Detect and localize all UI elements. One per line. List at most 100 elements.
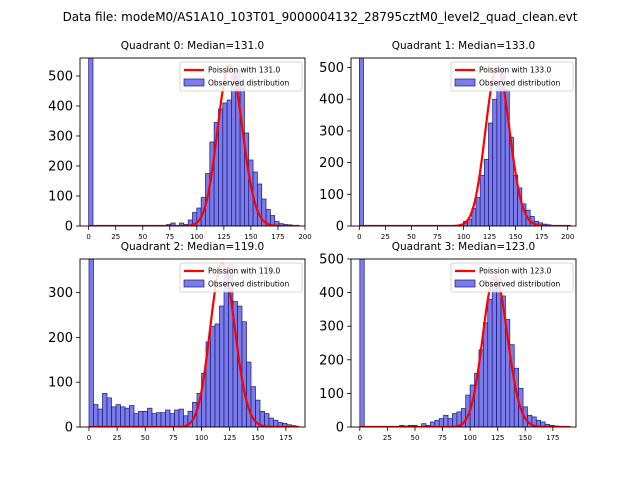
legend-observed-swatch xyxy=(454,78,476,87)
y-tick-label: 300 xyxy=(48,130,73,145)
x-tick-label: 100 xyxy=(195,434,208,442)
histogram-bar xyxy=(491,278,497,427)
x-tick-label: 75 xyxy=(169,434,178,442)
x-tick-label: 150 xyxy=(519,434,532,442)
legend-poisson-label: Poission with 133.0 xyxy=(479,66,552,75)
y-tick-label: 300 xyxy=(319,124,344,139)
y-tick-label: 500 xyxy=(319,253,344,268)
panel-title: Quadrant 1: Median=133.0 xyxy=(392,40,535,52)
histogram-bar xyxy=(492,98,498,226)
y-tick-label: 400 xyxy=(319,93,344,108)
y-tick-label: 100 xyxy=(48,190,73,205)
histogram-bar xyxy=(483,322,489,427)
poisson-curve xyxy=(89,262,300,427)
x-tick-label: 100 xyxy=(457,233,470,241)
y-tick-label: 500 xyxy=(48,70,73,85)
histogram-bar xyxy=(88,259,94,427)
x-tick-label: 75 xyxy=(165,233,174,241)
legend-observed-label: Observed distribution xyxy=(208,79,289,88)
y-tick-label: 200 xyxy=(319,353,344,368)
poisson-curve xyxy=(359,66,571,226)
y-tick-label: 300 xyxy=(48,286,73,301)
y-tick-label: 400 xyxy=(319,286,344,301)
histogram-bar xyxy=(270,215,276,226)
y-tick-label: 100 xyxy=(319,188,344,203)
panel-title: Quadrant 2: Median=119.0 xyxy=(121,241,264,253)
histogram-bar xyxy=(97,408,103,427)
legend-observed-label: Observed distribution xyxy=(208,280,289,289)
histogram-bar xyxy=(111,406,117,427)
legend-box xyxy=(450,262,574,293)
y-tick-label: 0 xyxy=(65,220,73,235)
histogram-bar xyxy=(156,412,162,427)
histogram-bar xyxy=(479,174,485,226)
histogram-bar xyxy=(447,418,453,427)
y-tick-label: 200 xyxy=(48,331,73,346)
y-tick-label: 200 xyxy=(48,160,73,175)
x-tick-label: 100 xyxy=(190,233,203,241)
x-tick-label: 25 xyxy=(113,434,122,442)
histogram-bar xyxy=(231,75,237,226)
legend-observed-swatch xyxy=(183,279,205,288)
x-tick-label: 150 xyxy=(251,434,264,442)
y-tick-label: 0 xyxy=(65,421,73,436)
legend: Poission with 123.0 Observed distribution xyxy=(450,262,574,293)
x-tick-label: 125 xyxy=(223,434,236,442)
y-tick-label: 400 xyxy=(48,100,73,115)
histogram-bar xyxy=(93,404,99,427)
x-tick-label: 125 xyxy=(217,233,230,241)
histogram-bar xyxy=(218,108,224,226)
histogram-bar xyxy=(226,99,232,226)
histogram-bar xyxy=(438,418,444,427)
poisson-curve xyxy=(359,274,571,427)
histogram-bar xyxy=(241,321,247,427)
y-tick-label: 500 xyxy=(319,61,344,76)
y-tick-label: 200 xyxy=(319,156,344,171)
histogram-bar xyxy=(120,406,126,427)
plot-area xyxy=(358,58,571,226)
axes-frame xyxy=(79,57,306,227)
legend-observed-swatch xyxy=(454,279,476,288)
histogram-bar xyxy=(443,414,449,427)
x-tick-label: 175 xyxy=(535,233,548,241)
x-tick-label: 0 xyxy=(87,434,91,442)
histogram-bar xyxy=(222,102,228,226)
y-tick-label: 100 xyxy=(319,387,344,402)
x-tick-label: 0 xyxy=(358,434,362,442)
x-tick-label: 200 xyxy=(298,233,311,241)
x-tick-label: 25 xyxy=(111,233,120,241)
histogram-bar xyxy=(124,407,130,427)
plot-area xyxy=(359,259,571,427)
x-tick-label: 75 xyxy=(438,434,447,442)
x-tick-label: 150 xyxy=(244,233,257,241)
legend-poisson-label: Poission with 119.0 xyxy=(208,267,281,276)
histogram-bar xyxy=(496,86,502,226)
quadrant-panel-1: 0 100 200 300 400 500 0 25 50 75 100 125 150 175 200 Qu… xyxy=(319,40,577,241)
histogram-bar xyxy=(138,410,144,427)
histogram-bar xyxy=(178,408,184,427)
x-tick-label: 75 xyxy=(433,233,442,241)
histogram-bar xyxy=(257,183,263,226)
histogram-bar xyxy=(174,409,180,427)
histogram-bar xyxy=(359,259,365,427)
legend-observed-label: Observed distribution xyxy=(479,79,560,88)
histogram-bar xyxy=(223,274,229,427)
y-tick-label: 300 xyxy=(319,320,344,335)
x-tick-label: 25 xyxy=(383,434,392,442)
panel-title: Quadrant 0: Median=131.0 xyxy=(121,40,264,52)
legend-box xyxy=(179,262,303,293)
y-tick-label: 100 xyxy=(48,376,73,391)
figure-suptitle: Data file: modeM0/AS1A10_103T01_90000041… xyxy=(63,10,578,24)
histogram-bar xyxy=(496,278,502,427)
x-tick-label: 175 xyxy=(279,434,292,442)
histogram-bar xyxy=(214,323,220,427)
legend: Poission with 133.0 Observed distribution xyxy=(450,61,574,92)
x-tick-label: 0 xyxy=(86,233,90,241)
histogram-bar xyxy=(169,413,175,427)
histogram-bar xyxy=(170,222,176,226)
histogram-bar xyxy=(239,83,245,226)
legend-poisson-label: Poission with 131.0 xyxy=(208,66,281,75)
x-tick-label: 125 xyxy=(491,434,504,442)
legend-box xyxy=(450,61,574,92)
